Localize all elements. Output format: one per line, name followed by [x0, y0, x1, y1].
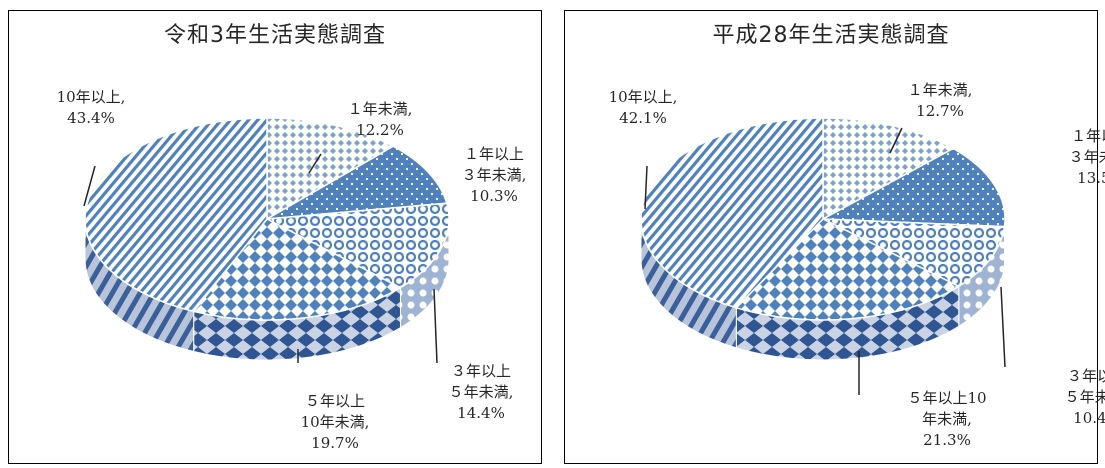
pie-slice: [84, 117, 268, 313]
slice-label-name: ３年以上 ５年未満,: [1064, 367, 1105, 406]
pie-slice: [640, 117, 824, 309]
slice-label-value: 19.7%: [311, 434, 359, 452]
slice-label-name: １年未満,: [347, 100, 413, 118]
slice-label-name: 10年以上,: [56, 88, 126, 106]
slice-label-value: 43.4%: [67, 109, 115, 127]
slice-label-value: 12.7%: [916, 102, 964, 120]
slice-label: １年未満, 12.7%: [880, 80, 1000, 122]
slice-label-value: 42.1%: [619, 109, 667, 127]
leader-line: [644, 165, 648, 210]
slice-label-name: 10年以上,: [608, 88, 678, 106]
slice-label-name: １年以上 ３年未満,: [461, 145, 527, 184]
pie-slice: [734, 218, 961, 321]
slice-label-name: １年未満,: [907, 81, 973, 99]
leader-line: [308, 153, 322, 174]
pie-slice: [266, 117, 395, 221]
slice-label-name: ３年以上 ５年未満,: [448, 362, 514, 401]
pie-slice: [266, 145, 448, 220]
slice-label-name: ５年以上10 年未満,: [907, 389, 987, 428]
slice-label-value: 14.4%: [457, 404, 505, 422]
leader-line: [889, 127, 903, 154]
pie-slice: [822, 218, 1006, 288]
chart-title: 令和3年生活実態調査: [164, 23, 386, 48]
pie-plot: [83, 117, 450, 364]
slice-label: １年以上 ３年未満, 10.3%: [434, 144, 554, 207]
chart-title: 平成28年生活実態調査: [712, 23, 950, 48]
pie-chart-heisei28: 平成28年生活実態調査 １年未満, 12.7% １年以上 ３年未満, 13.5% ３…: [564, 10, 1105, 464]
slice-label-value: 10.4%: [1073, 409, 1105, 427]
leader-line: [1000, 286, 1006, 368]
pie-slice: [264, 202, 450, 289]
slice-label-name: １年以上 ３年未満,: [1068, 127, 1105, 166]
pie-slice: [820, 147, 1006, 228]
slice-label: 10年以上, 42.1%: [583, 87, 703, 129]
slice-label-value: 13.5%: [1077, 169, 1105, 187]
pie-chart-reiwa3: 令和3年生活実態調査 １年未満, 12.2% １年以上 ３年未満, 10.3% ３年…: [8, 10, 542, 464]
slice-label-name: ５年以上 10年未満,: [300, 392, 370, 431]
pie-slice: [192, 218, 402, 321]
slice-label-value: 12.2%: [356, 121, 404, 139]
slice-label-value: 10.3%: [470, 187, 518, 205]
pie-slice: [822, 117, 955, 221]
slice-label: ３年以上 ５年未満, 10.4%: [1037, 366, 1105, 429]
leader-line: [83, 165, 96, 207]
pie-side-walls: [84, 218, 450, 361]
slice-label: ３年以上 ５年未満, 14.4%: [421, 361, 541, 424]
leader-line: [433, 288, 438, 364]
slice-label-value: 21.3%: [923, 431, 971, 449]
slice-label: 10年以上, 43.4%: [31, 87, 151, 129]
slice-label: １年以上 ３年未満, 13.5%: [1041, 126, 1105, 189]
slice-label: ５年以上10 年未満, 21.3%: [887, 388, 1007, 451]
slice-label: １年未満, 12.2%: [320, 99, 440, 141]
pie-plot: [640, 117, 1006, 395]
slice-label: ５年以上 10年未満, 19.7%: [275, 391, 395, 454]
